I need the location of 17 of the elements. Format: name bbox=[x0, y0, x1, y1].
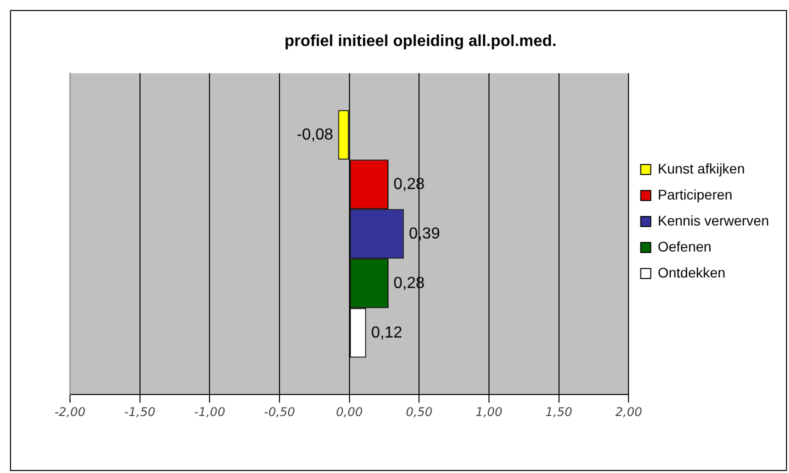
x-tick-label: -0,50 bbox=[264, 404, 296, 419]
data-label: 0,12 bbox=[371, 324, 402, 342]
data-label: -0,08 bbox=[296, 126, 334, 144]
x-tick-label: -1,00 bbox=[194, 404, 226, 419]
legend-label: Kunst afkijken bbox=[658, 160, 745, 176]
x-tick-label: -2,00 bbox=[54, 404, 86, 419]
x-tick-label: 1,00 bbox=[476, 404, 503, 419]
x-tick-label: 2,00 bbox=[615, 404, 642, 419]
legend-label: Oefenen bbox=[658, 238, 712, 254]
chart-title: profiel initieel opleiding all.pol.med. bbox=[284, 33, 557, 50]
x-tick-label: 1,50 bbox=[546, 404, 573, 419]
legend-label: Kennis verwerven bbox=[658, 212, 770, 228]
legend-label: Participeren bbox=[658, 186, 732, 202]
x-tick-label: 0,00 bbox=[336, 404, 364, 419]
x-tick-label: 0,50 bbox=[406, 404, 433, 419]
x-tick-label: -1,50 bbox=[124, 404, 156, 419]
legend-label: Ontdekken bbox=[658, 264, 726, 280]
